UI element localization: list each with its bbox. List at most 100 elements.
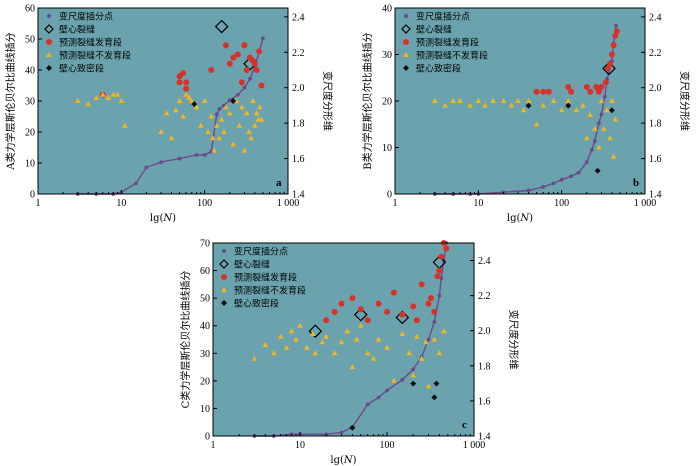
data-point [410, 380, 417, 387]
data-point [105, 94, 112, 100]
data-point [545, 88, 552, 95]
x-label-part: ) [172, 213, 176, 224]
data-point [384, 344, 390, 350]
y2-tick-label: 2.4 [478, 256, 491, 267]
legend-marker [404, 14, 408, 18]
y-tick-label: 0 [30, 190, 35, 201]
data-point [344, 328, 351, 334]
data-point [214, 19, 229, 34]
series-壁心致密段 [191, 98, 237, 108]
data-point [467, 102, 474, 108]
data-point [234, 51, 241, 58]
data-point [606, 60, 613, 67]
data-point [614, 23, 619, 28]
data-point [214, 112, 219, 117]
data-point [338, 300, 345, 307]
data-point [526, 188, 531, 193]
data-point [226, 110, 233, 116]
y-tick-label: 0 [387, 190, 392, 201]
data-point [580, 102, 586, 108]
data-point [358, 322, 364, 328]
data-point [134, 181, 138, 186]
data-point [177, 156, 182, 161]
y-axis-label: B类力学层斯伦贝尔比曲线插分 [361, 32, 374, 169]
y2-tick-label: 1.8 [478, 361, 491, 372]
data-point [609, 98, 615, 103]
legend-marker [46, 65, 52, 71]
data-point [216, 135, 223, 141]
data-point [602, 61, 616, 76]
data-point [425, 383, 432, 389]
legend-marker [44, 24, 54, 34]
y2-tick-label: 1.4 [292, 190, 305, 201]
data-point [423, 339, 429, 345]
y-tick-label: 20 [382, 97, 392, 108]
data-point [271, 350, 277, 356]
data-point [236, 122, 243, 128]
data-point [357, 306, 364, 313]
legend-label: 预测裂缝不发育段 [234, 285, 306, 297]
y-tick-label: 60 [25, 4, 35, 15]
legend-marker [221, 274, 227, 280]
series-变尺度插分点 [75, 36, 265, 196]
data-point [118, 98, 125, 103]
data-point [431, 308, 438, 315]
data-point [193, 104, 200, 110]
data-point [551, 181, 556, 186]
data-point [365, 402, 370, 407]
data-point [242, 85, 247, 90]
data-point [288, 328, 295, 334]
data-point [241, 42, 248, 49]
data-point [583, 135, 590, 141]
data-point [604, 107, 610, 113]
data-point [576, 170, 581, 175]
x-tick-label: 1 000 [634, 198, 657, 209]
data-point [201, 98, 208, 103]
data-point [331, 350, 338, 356]
data-point [370, 355, 377, 361]
y-tick-label: 30 [200, 349, 210, 360]
data-point [434, 273, 441, 280]
data-point [235, 92, 240, 97]
data-point [436, 350, 443, 356]
legend-label: 预测裂缝不发育段 [59, 50, 131, 62]
data-point [589, 147, 594, 152]
data-point [520, 107, 527, 113]
x-tick-label: 1 000 [277, 198, 300, 209]
data-point [515, 98, 521, 103]
data-point [390, 289, 397, 296]
data-point [354, 336, 360, 342]
data-point [457, 98, 463, 103]
x-label-italic: N [519, 213, 530, 224]
legend-label: 壁心裂缝 [59, 24, 95, 36]
x-tick-label: 100 [554, 198, 569, 209]
data-point [439, 276, 444, 280]
data-point [297, 322, 303, 328]
data-point [252, 122, 258, 128]
data-point [144, 165, 149, 170]
y2-tick-label: 2.2 [649, 48, 662, 59]
data-point [525, 102, 532, 109]
data-point [121, 122, 128, 128]
plot-frame [212, 242, 475, 437]
data-point [610, 42, 617, 49]
data-point [180, 113, 186, 119]
data-point [168, 135, 175, 141]
data-point [257, 104, 263, 110]
series-预测裂缝不发育段 [251, 322, 447, 389]
y-axis-label: A类力学层斯伦贝尔比曲线插分 [4, 32, 17, 170]
y-tick-label: 40 [200, 321, 210, 332]
data-point [427, 295, 434, 302]
data-point [251, 355, 258, 361]
data-point [93, 94, 100, 100]
data-point [186, 94, 192, 100]
legend-label: 预测裂缝发育段 [234, 272, 297, 284]
data-point [349, 424, 356, 431]
data-point [198, 122, 204, 128]
data-point [413, 317, 420, 324]
y2-axis-label: 变尺度分形维 [321, 71, 334, 131]
data-point [540, 102, 546, 108]
data-point [399, 311, 406, 318]
data-point [598, 84, 605, 91]
